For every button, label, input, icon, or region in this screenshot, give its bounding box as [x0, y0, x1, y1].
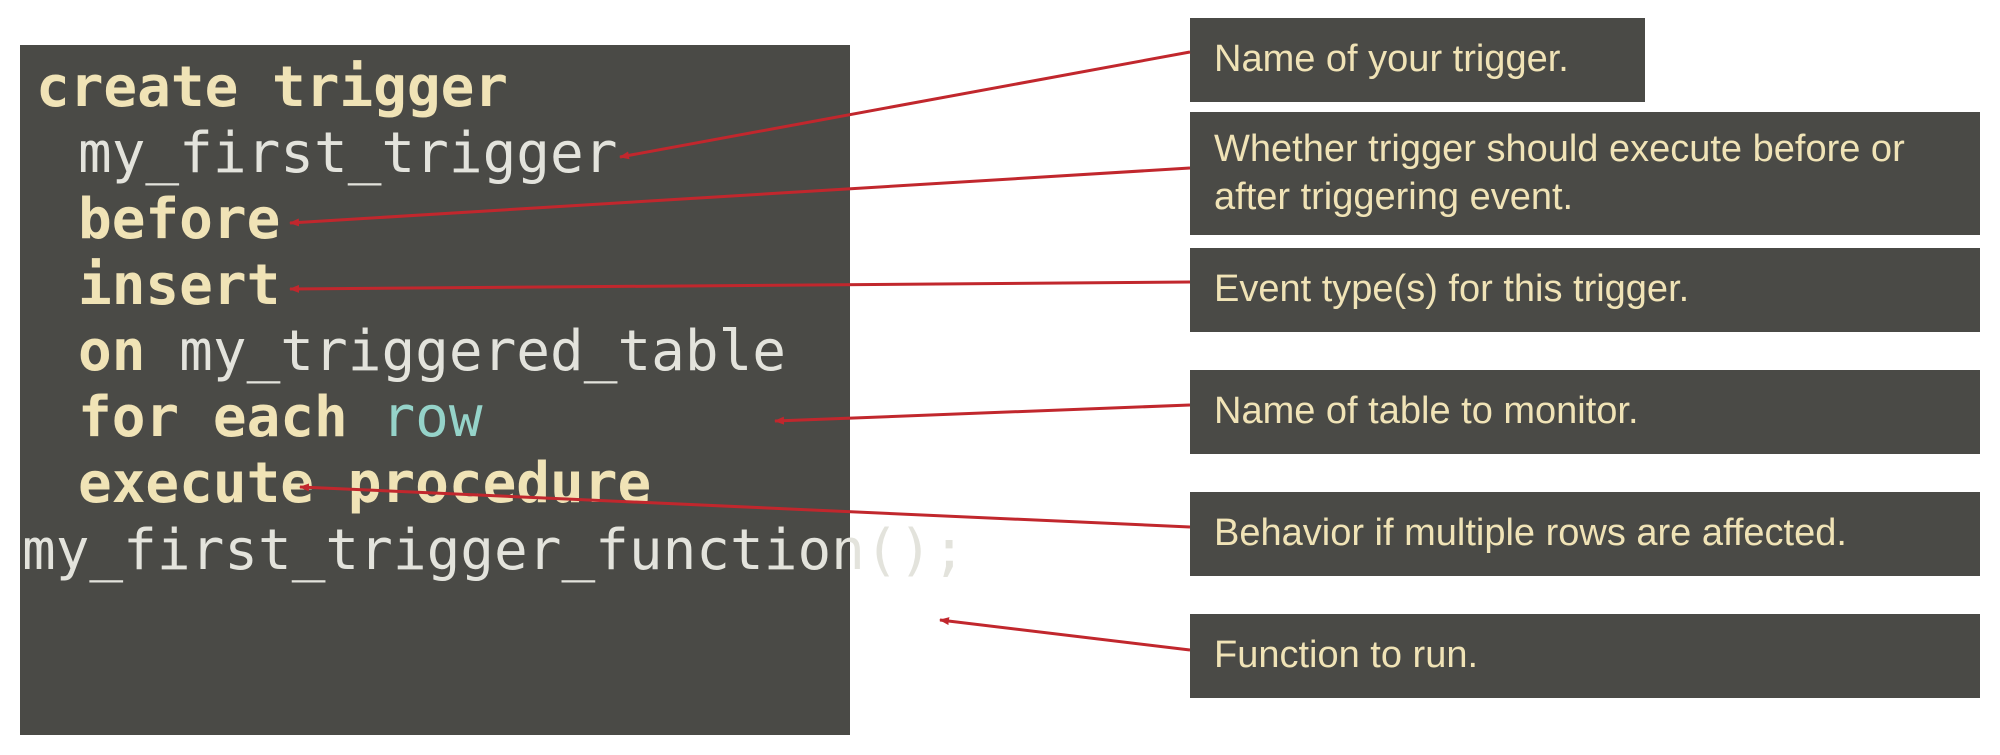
token-keyword: for each [78, 385, 381, 450]
code-line-6: for each row [20, 385, 850, 451]
token-keyword: create trigger [36, 55, 508, 120]
annotation-text: Name of your trigger. [1214, 38, 1569, 80]
annotation-text: Function to run. [1214, 634, 1478, 676]
token-row: row [381, 385, 482, 450]
code-line-4: insert [20, 253, 850, 319]
token-keyword: on [78, 319, 179, 384]
token-keyword: before [78, 187, 280, 252]
code-line-1: create trigger [20, 55, 850, 121]
code-panel: create trigger my_first_trigger before i… [20, 45, 850, 735]
annotation-before-after: Whether trigger should execute before or… [1190, 112, 1980, 235]
code-line-7: execute procedure [20, 451, 850, 517]
token-keyword: execute procedure [78, 451, 651, 516]
token-keyword: insert [78, 253, 280, 318]
code-line-3: before [20, 187, 850, 253]
code-line-5: on my_triggered_table [20, 319, 850, 385]
annotation-text: Whether trigger should execute before or… [1214, 128, 1905, 218]
annotation-text: Behavior if multiple rows are affected. [1214, 512, 1847, 554]
token-identifier: my_first_trigger_function(); [22, 518, 966, 583]
code-line-8: my_first_trigger_function(); [20, 518, 850, 584]
annotation-function: Function to run. [1190, 614, 1980, 698]
annotation-table-name: Name of table to monitor. [1190, 370, 1980, 454]
annotation-event-type: Event type(s) for this trigger. [1190, 248, 1980, 332]
annotation-text: Event type(s) for this trigger. [1214, 268, 1689, 310]
token-identifier: my_first_trigger [78, 121, 617, 186]
annotation-row-behavior: Behavior if multiple rows are affected. [1190, 492, 1980, 576]
annotation-trigger-name: Name of your trigger. [1190, 18, 1645, 102]
annotation-text: Name of table to monitor. [1214, 390, 1639, 432]
token-identifier: my_triggered_table [179, 319, 786, 384]
code-line-2: my_first_trigger [20, 121, 850, 187]
arrow-line [940, 620, 1190, 650]
